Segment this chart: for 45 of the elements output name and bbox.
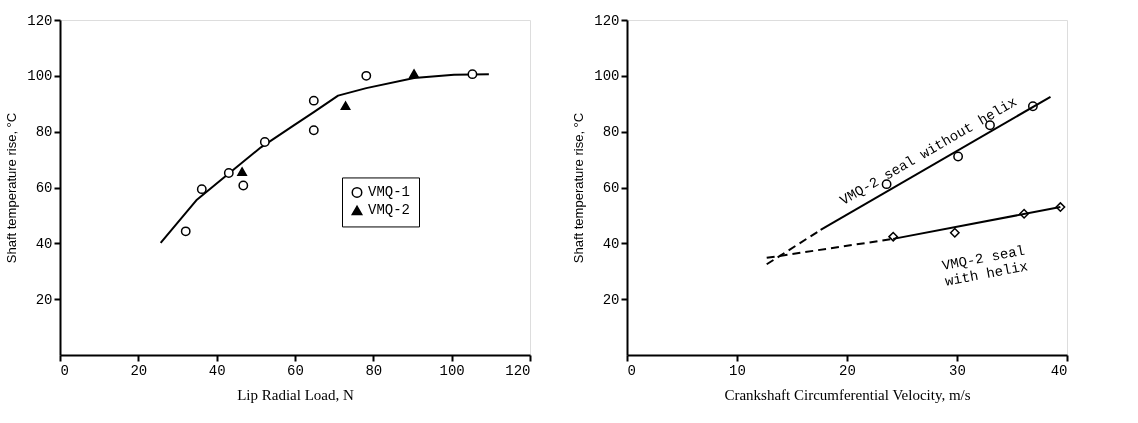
text: VMQ-2 seal with helix <box>940 242 1030 290</box>
point <box>881 179 892 190</box>
x-tick-label: 100 <box>439 362 465 379</box>
x-tick-label: 20 <box>839 362 856 379</box>
x-tick-label: 0 <box>60 362 69 379</box>
x-tick-label: 40 <box>208 362 226 379</box>
point <box>259 137 270 147</box>
y-tick-label: 80 <box>602 124 620 141</box>
y-tick-label: 40 <box>602 235 620 252</box>
x-tick-label: 0 <box>627 362 636 379</box>
legend-label: VMQ-2 <box>368 202 411 219</box>
point <box>180 226 191 237</box>
x-tick-label: 60 <box>287 362 304 379</box>
point <box>223 168 234 178</box>
x-axis-title: Crankshaft Circumferential Velocity, m/s <box>724 386 971 403</box>
y-tick-label: 120 <box>594 12 620 29</box>
y-tick-label: 40 <box>35 235 53 252</box>
y-tick-label: 100 <box>27 68 53 85</box>
point <box>308 95 319 106</box>
point <box>340 101 351 111</box>
x-tick-label: 10 <box>729 362 746 379</box>
y-tick-label: 120 <box>27 12 53 29</box>
x-tick-label: 80 <box>365 362 383 379</box>
x-tick-label: 40 <box>1050 362 1068 379</box>
y-tick-label: 60 <box>602 180 620 196</box>
legend-label: VMQ-1 <box>368 184 411 201</box>
point <box>409 69 419 78</box>
y-tick-label: 80 <box>35 124 53 141</box>
y-tick-label: 20 <box>602 291 620 308</box>
y-tick-label: 60 <box>35 180 53 196</box>
x-tick-label: 20 <box>130 362 148 379</box>
point <box>361 70 372 81</box>
y-axis-title: Shaft temperature rise, °C <box>571 112 587 264</box>
y-axis-title: Shaft temperature rise, °C <box>4 112 20 264</box>
point <box>949 227 960 238</box>
point <box>308 125 319 136</box>
x-tick-label: 30 <box>949 362 966 379</box>
point <box>238 180 249 191</box>
point <box>196 184 207 195</box>
y-tick-label: 100 <box>594 68 620 85</box>
y-tick-label: 20 <box>35 291 53 308</box>
point <box>237 167 248 176</box>
point <box>467 69 478 80</box>
x-tick-label: 120 <box>505 362 531 379</box>
x-axis-title: Lip Radial Load, N <box>237 386 354 403</box>
